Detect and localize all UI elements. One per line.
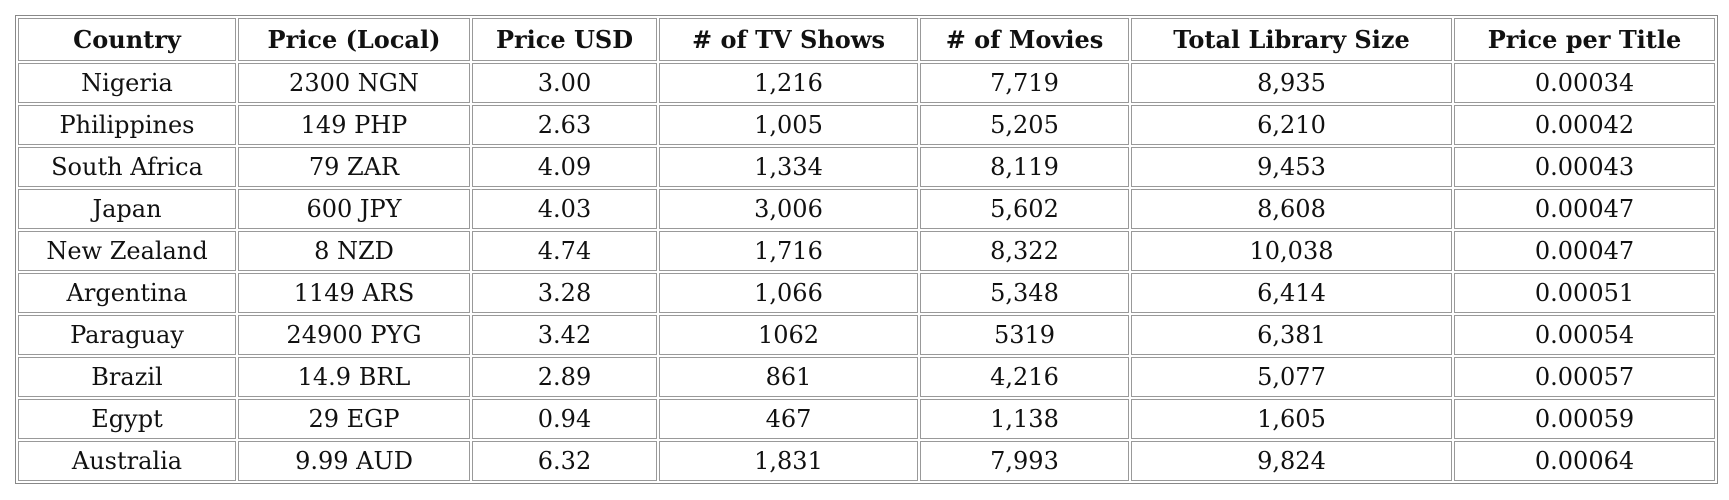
table-cell: 6,414 (1131, 273, 1452, 313)
table-cell: 14.9 BRL (238, 357, 470, 397)
table-row: Paraguay 24900 PYG 3.42 1062 5319 6,381 0.0005… (18, 315, 1715, 355)
table-cell: 6,381 (1131, 315, 1452, 355)
table-cell: 8 NZD (238, 231, 470, 271)
header-row: Country Price (Local) Price USD # of TV Sho… (18, 18, 1715, 61)
table-cell: New Zealand (18, 231, 236, 271)
table-cell: 861 (659, 357, 918, 397)
table-cell: 5319 (920, 315, 1129, 355)
table-cell: 1,005 (659, 105, 918, 145)
table-cell: 600 JPY (238, 189, 470, 229)
table-cell: 6,210 (1131, 105, 1452, 145)
data-table: Country Price (Local) Price USD # of TV Sho… (15, 15, 1718, 484)
table-cell: 1062 (659, 315, 918, 355)
table-cell: South Africa (18, 147, 236, 187)
table-cell: 1,716 (659, 231, 918, 271)
table-cell: 0.00054 (1454, 315, 1715, 355)
table-cell: 8,119 (920, 147, 1129, 187)
table-cell: 1,066 (659, 273, 918, 313)
table-cell: 0.00042 (1454, 105, 1715, 145)
table-cell: Egypt (18, 399, 236, 439)
table-row: Japan 600 JPY 4.03 3,006 5,602 8,608 0.00047 (18, 189, 1715, 229)
table-cell: 3.28 (472, 273, 657, 313)
table-cell: 1,605 (1131, 399, 1452, 439)
table-cell: Paraguay (18, 315, 236, 355)
table-cell: 79 ZAR (238, 147, 470, 187)
table-cell: 9,453 (1131, 147, 1452, 187)
table-cell: 4.03 (472, 189, 657, 229)
table-cell: 1,334 (659, 147, 918, 187)
table-row: Australia 9.99 AUD 6.32 1,831 7,993 9,824 0.00… (18, 441, 1715, 481)
table-cell: 10,038 (1131, 231, 1452, 271)
header-cell: # of TV Shows (659, 18, 918, 61)
table-cell: 1149 ARS (238, 273, 470, 313)
table-cell: 0.00051 (1454, 273, 1715, 313)
table-cell: Philippines (18, 105, 236, 145)
table-row: Egypt 29 EGP 0.94 467 1,138 1,605 0.00059 (18, 399, 1715, 439)
table-cell: 467 (659, 399, 918, 439)
table-cell: 4.74 (472, 231, 657, 271)
table-cell: 7,719 (920, 63, 1129, 103)
table-cell: 0.00059 (1454, 399, 1715, 439)
table-body: Nigeria 2300 NGN 3.00 1,216 7,719 8,935 0.0003… (18, 63, 1715, 481)
table-row: Nigeria 2300 NGN 3.00 1,216 7,719 8,935 0.0003… (18, 63, 1715, 103)
table-row: Philippines 149 PHP 2.63 1,005 5,205 6,210 0.0… (18, 105, 1715, 145)
table-cell: 8,322 (920, 231, 1129, 271)
header-cell: # of Movies (920, 18, 1129, 61)
table-cell: 149 PHP (238, 105, 470, 145)
table-cell: 0.00047 (1454, 189, 1715, 229)
table-cell: 8,608 (1131, 189, 1452, 229)
table-cell: 3.00 (472, 63, 657, 103)
table-cell: 0.00043 (1454, 147, 1715, 187)
table-cell: 3,006 (659, 189, 918, 229)
table-cell: 9,824 (1131, 441, 1452, 481)
header-cell: Price per Title (1454, 18, 1715, 61)
table-row: Argentina 1149 ARS 3.28 1,066 5,348 6,414 0.00… (18, 273, 1715, 313)
table-cell: 2300 NGN (238, 63, 470, 103)
table-cell: 2.89 (472, 357, 657, 397)
table-cell: 4.09 (472, 147, 657, 187)
table-cell: 0.00057 (1454, 357, 1715, 397)
table-row: Brazil 14.9 BRL 2.89 861 4,216 5,077 0.00057 (18, 357, 1715, 397)
table-cell: Japan (18, 189, 236, 229)
table-cell: 0.00034 (1454, 63, 1715, 103)
table-cell: Nigeria (18, 63, 236, 103)
table-cell: 1,216 (659, 63, 918, 103)
table-cell: 0.00064 (1454, 441, 1715, 481)
table-cell: 3.42 (472, 315, 657, 355)
table-cell: 0.00047 (1454, 231, 1715, 271)
table-cell: 29 EGP (238, 399, 470, 439)
table-cell: 2.63 (472, 105, 657, 145)
table-cell: 4,216 (920, 357, 1129, 397)
table-cell: 5,205 (920, 105, 1129, 145)
table-cell: 1,831 (659, 441, 918, 481)
header-cell: Total Library Size (1131, 18, 1452, 61)
table-row: New Zealand 8 NZD 4.74 1,716 8,322 10,038 0.00… (18, 231, 1715, 271)
table-cell: 9.99 AUD (238, 441, 470, 481)
table-row: South Africa 79 ZAR 4.09 1,334 8,119 9,453 0.0… (18, 147, 1715, 187)
header-cell: Country (18, 18, 236, 61)
table-cell: 24900 PYG (238, 315, 470, 355)
table-cell: 6.32 (472, 441, 657, 481)
header-cell: Price (Local) (238, 18, 470, 61)
header-cell: Price USD (472, 18, 657, 61)
table-cell: 5,077 (1131, 357, 1452, 397)
table-cell: 1,138 (920, 399, 1129, 439)
table-cell: Argentina (18, 273, 236, 313)
table-cell: 8,935 (1131, 63, 1452, 103)
table-cell: 5,602 (920, 189, 1129, 229)
table-cell: Brazil (18, 357, 236, 397)
table-cell: 5,348 (920, 273, 1129, 313)
table-cell: 0.94 (472, 399, 657, 439)
table-cell: 7,993 (920, 441, 1129, 481)
table-cell: Australia (18, 441, 236, 481)
